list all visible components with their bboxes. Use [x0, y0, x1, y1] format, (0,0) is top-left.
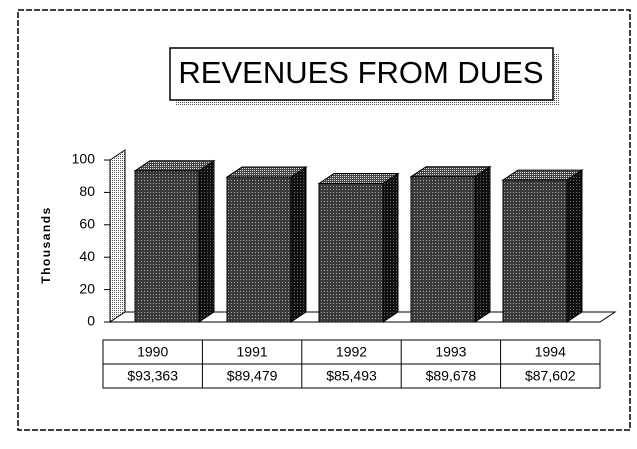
bar-top [225, 166, 308, 178]
side-wall [109, 149, 126, 323]
x-tick-label: 1990 [137, 344, 168, 360]
value-label: $89,678 [426, 368, 477, 384]
bar-side [474, 165, 491, 323]
bar-side [566, 169, 583, 323]
value-label: $89,479 [227, 368, 278, 384]
bar [134, 170, 200, 323]
y-tick-label: 40 [79, 248, 95, 264]
x-tick-label: 1993 [435, 344, 466, 360]
bar-side [198, 159, 215, 323]
x-tick-label: 1994 [535, 344, 566, 360]
y-tick-label: 80 [79, 183, 95, 199]
frame [17, 9, 631, 431]
value-label: $85,493 [326, 368, 377, 384]
bar-top [133, 160, 216, 172]
y-tick-label: 100 [72, 151, 96, 167]
y-tick-label: 20 [79, 280, 95, 296]
y-tick-label: 60 [79, 216, 95, 232]
y-axis-label: Thousands [39, 206, 53, 284]
bar [226, 176, 292, 323]
value-label: $93,363 [127, 368, 178, 384]
bar-side [382, 172, 399, 323]
title-box [169, 47, 554, 101]
value-label: $87,602 [525, 368, 576, 384]
bar [502, 179, 568, 323]
bar-top [317, 173, 400, 185]
bar-top [501, 169, 584, 181]
chart-title: REVENUES FROM DUES [178, 55, 543, 90]
bar-side [290, 166, 307, 323]
x-tick-label: 1992 [336, 344, 367, 360]
bar-top [409, 166, 492, 178]
bar [410, 176, 476, 323]
x-tick-label: 1991 [237, 344, 268, 360]
y-tick-label: 0 [87, 313, 95, 329]
bar [318, 183, 384, 323]
